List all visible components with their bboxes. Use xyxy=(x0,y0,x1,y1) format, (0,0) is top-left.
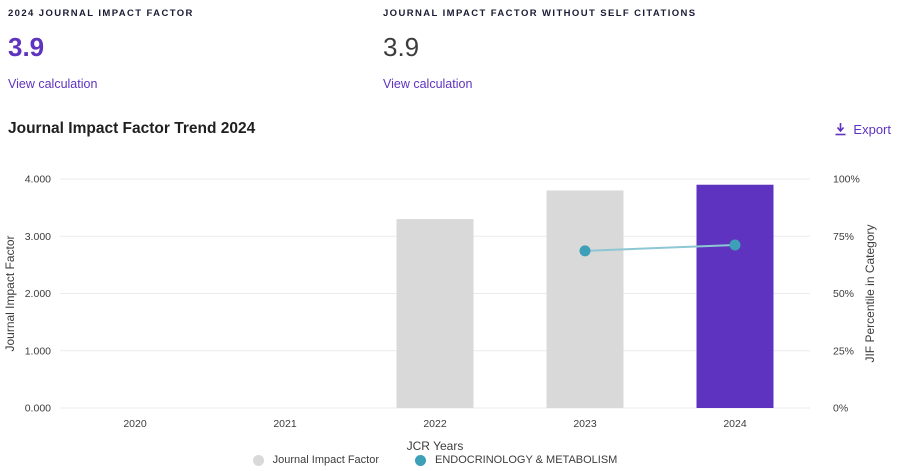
legend-dot-teal xyxy=(415,454,426,466)
percentile-point-2024[interactable] xyxy=(729,239,741,251)
bar-2022[interactable] xyxy=(396,219,474,408)
export-button-label: Export xyxy=(853,121,891,137)
y-axis-right-tick: 100% xyxy=(833,174,860,186)
x-axis-tick-2022: 2022 xyxy=(423,418,447,430)
jif-trend-chart-canvas: 0.000 0% 1.000 25% 2.000 50% 3.000 75% 4.000 100%… xyxy=(3,174,877,454)
export-button[interactable]: Export xyxy=(834,122,891,137)
metric-jif-no-self-view-calculation-link[interactable]: View calculation xyxy=(383,77,473,91)
metric-jif-no-self-label: JOURNAL IMPACT FACTOR WITHOUT SELF CITAT… xyxy=(383,8,697,19)
y-axis-right-tick: 75% xyxy=(833,231,854,243)
metric-jif-value: 3.9 xyxy=(8,32,45,62)
y-axis-left-tick: 0.000 xyxy=(25,403,51,415)
y-axis-right-tick: 50% xyxy=(833,288,854,300)
percentile-line xyxy=(584,243,736,252)
y-axis-right-title: JIF Percentile in Category xyxy=(863,224,877,362)
jif-trend-chart: 0.000 0% 1.000 25% 2.000 50% 3.000 75% 4.000 100%… xyxy=(0,144,897,467)
y-axis-left-tick: 2.000 xyxy=(25,288,51,300)
trend-section-header: Journal Impact Factor Trend 2024 Export xyxy=(0,120,897,138)
x-axis-tick-2020: 2020 xyxy=(123,418,147,430)
percentile-point-2023[interactable] xyxy=(579,245,591,257)
y-axis-right-tick: 25% xyxy=(833,345,854,357)
legend-label-endocrinology-metabolism: ENDOCRINOLOGY & METABOLISM xyxy=(435,454,618,466)
y-axis-right-tick: 0% xyxy=(833,403,848,415)
legend-dot-gray xyxy=(252,454,264,466)
metric-jif-label: 2024 JOURNAL IMPACT FACTOR xyxy=(8,8,194,19)
bar-2023[interactable] xyxy=(546,190,624,408)
x-axis-title: JCR Years xyxy=(407,439,464,453)
y-axis-left-tick: 4.000 xyxy=(25,174,51,186)
y-axis-left-tick: 1.000 xyxy=(25,345,51,357)
x-axis-tick-2021: 2021 xyxy=(273,418,297,430)
chart-legend: Journal Impact Factor ENDOCRINOLOGY & ME… xyxy=(60,454,810,466)
y-axis-left-tick: 3.000 xyxy=(25,231,51,243)
metrics-row: 2024 JOURNAL IMPACT FACTOR 3.9 View calc… xyxy=(0,0,897,93)
x-axis-tick-2023: 2023 xyxy=(573,418,597,430)
metric-jif-without-self-citations: JOURNAL IMPACT FACTOR WITHOUT SELF CITAT… xyxy=(383,6,758,93)
trend-section-title: Journal Impact Factor Trend 2024 xyxy=(8,120,256,137)
metric-jif-no-self-value: 3.9 xyxy=(383,32,420,62)
metric-jif-view-calculation-link[interactable]: View calculation xyxy=(8,77,98,91)
metric-jif: 2024 JOURNAL IMPACT FACTOR 3.9 View calc… xyxy=(8,6,383,93)
legend-item-endocrinology-metabolism[interactable]: ENDOCRINOLOGY & METABOLISM xyxy=(415,454,617,466)
x-axis-tick-2024: 2024 xyxy=(723,418,747,430)
y-axis-left-title: Journal Impact Factor xyxy=(3,235,17,351)
download-icon xyxy=(834,122,847,136)
legend-label-journal-impact-factor: Journal Impact Factor xyxy=(272,454,379,466)
bar-2024[interactable] xyxy=(696,184,774,408)
legend-item-journal-impact-factor[interactable]: Journal Impact Factor xyxy=(252,454,379,466)
